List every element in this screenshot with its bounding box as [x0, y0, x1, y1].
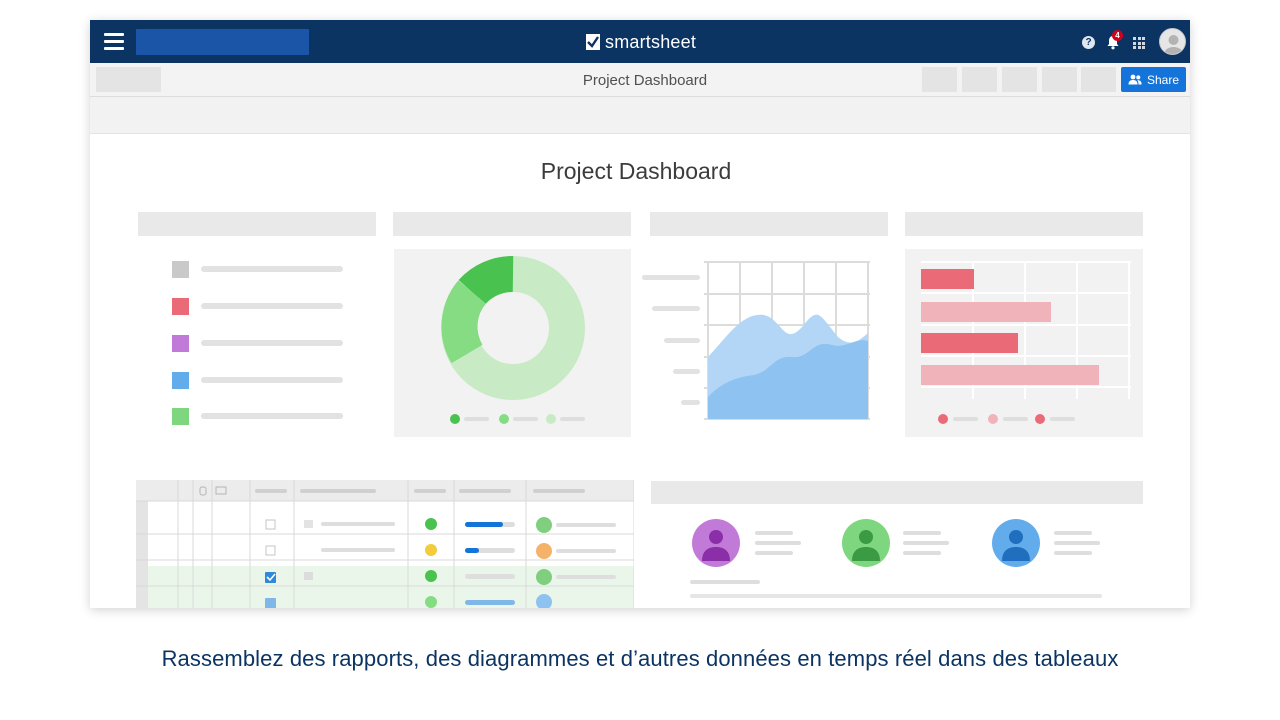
dashboard-subbar [90, 97, 1190, 134]
marketing-caption: Rassemblez des rapports, des diagrammes … [161, 646, 1119, 671]
toolbar-button[interactable] [1081, 67, 1116, 92]
legend-swatch [172, 261, 189, 278]
notification-badge: 4 [1112, 30, 1123, 41]
legend-line [201, 340, 343, 346]
bar-chart [921, 261, 1131, 424]
share-button[interactable]: Share [1121, 67, 1186, 92]
legend-line [201, 377, 343, 383]
toolbar-button[interactable] [1002, 67, 1037, 92]
toolbar-button[interactable] [1042, 67, 1077, 92]
contacts-widget [690, 516, 1130, 606]
smartsheet-logo[interactable]: smartsheet [586, 30, 696, 54]
toolbar-button[interactable] [962, 67, 997, 92]
legend-swatch [172, 372, 189, 389]
toolbar-button[interactable] [922, 67, 957, 92]
people-icon [1128, 74, 1142, 85]
apps-grid-icon[interactable] [1133, 37, 1145, 49]
widget-header [650, 212, 888, 236]
legend-swatch [172, 408, 189, 425]
donut-chart [441, 256, 585, 424]
donut-chart-widget [394, 249, 631, 437]
top-nav-bar: smartsheet ? 4 [90, 20, 1190, 63]
widget-header [138, 212, 376, 236]
legend-line [201, 266, 343, 272]
menu-icon[interactable] [104, 33, 124, 50]
contact-cards [690, 519, 1102, 598]
share-label: Share [1146, 72, 1180, 87]
sheet-grid [136, 480, 635, 608]
user-avatar[interactable] [1159, 28, 1186, 55]
area-chart [642, 261, 870, 420]
widget-header [905, 212, 1143, 236]
legend-line [201, 413, 343, 419]
logo-text: smartsheet [605, 31, 697, 52]
smartsheet-logo-icon [586, 34, 600, 50]
area-chart-widget [642, 257, 882, 437]
app-window: smartsheet ? 4 Project Dashboard [90, 20, 1190, 608]
widget-header [393, 212, 631, 236]
widget-header [651, 481, 1143, 504]
bar-chart-widget [905, 249, 1143, 437]
toolbar-title: Project Dashboard [582, 72, 708, 89]
help-icon[interactable]: ? [1082, 36, 1095, 49]
legend-swatch [172, 298, 189, 315]
dashboard-toolbar: Project Dashboard Share [90, 63, 1190, 97]
search-box[interactable] [136, 29, 309, 55]
toolbar-left-button[interactable] [96, 67, 161, 92]
sheet-grid-widget [136, 480, 635, 608]
legend-line [201, 303, 343, 309]
dashboard-title: Project Dashboard [540, 158, 732, 184]
legend-swatch [172, 335, 189, 352]
